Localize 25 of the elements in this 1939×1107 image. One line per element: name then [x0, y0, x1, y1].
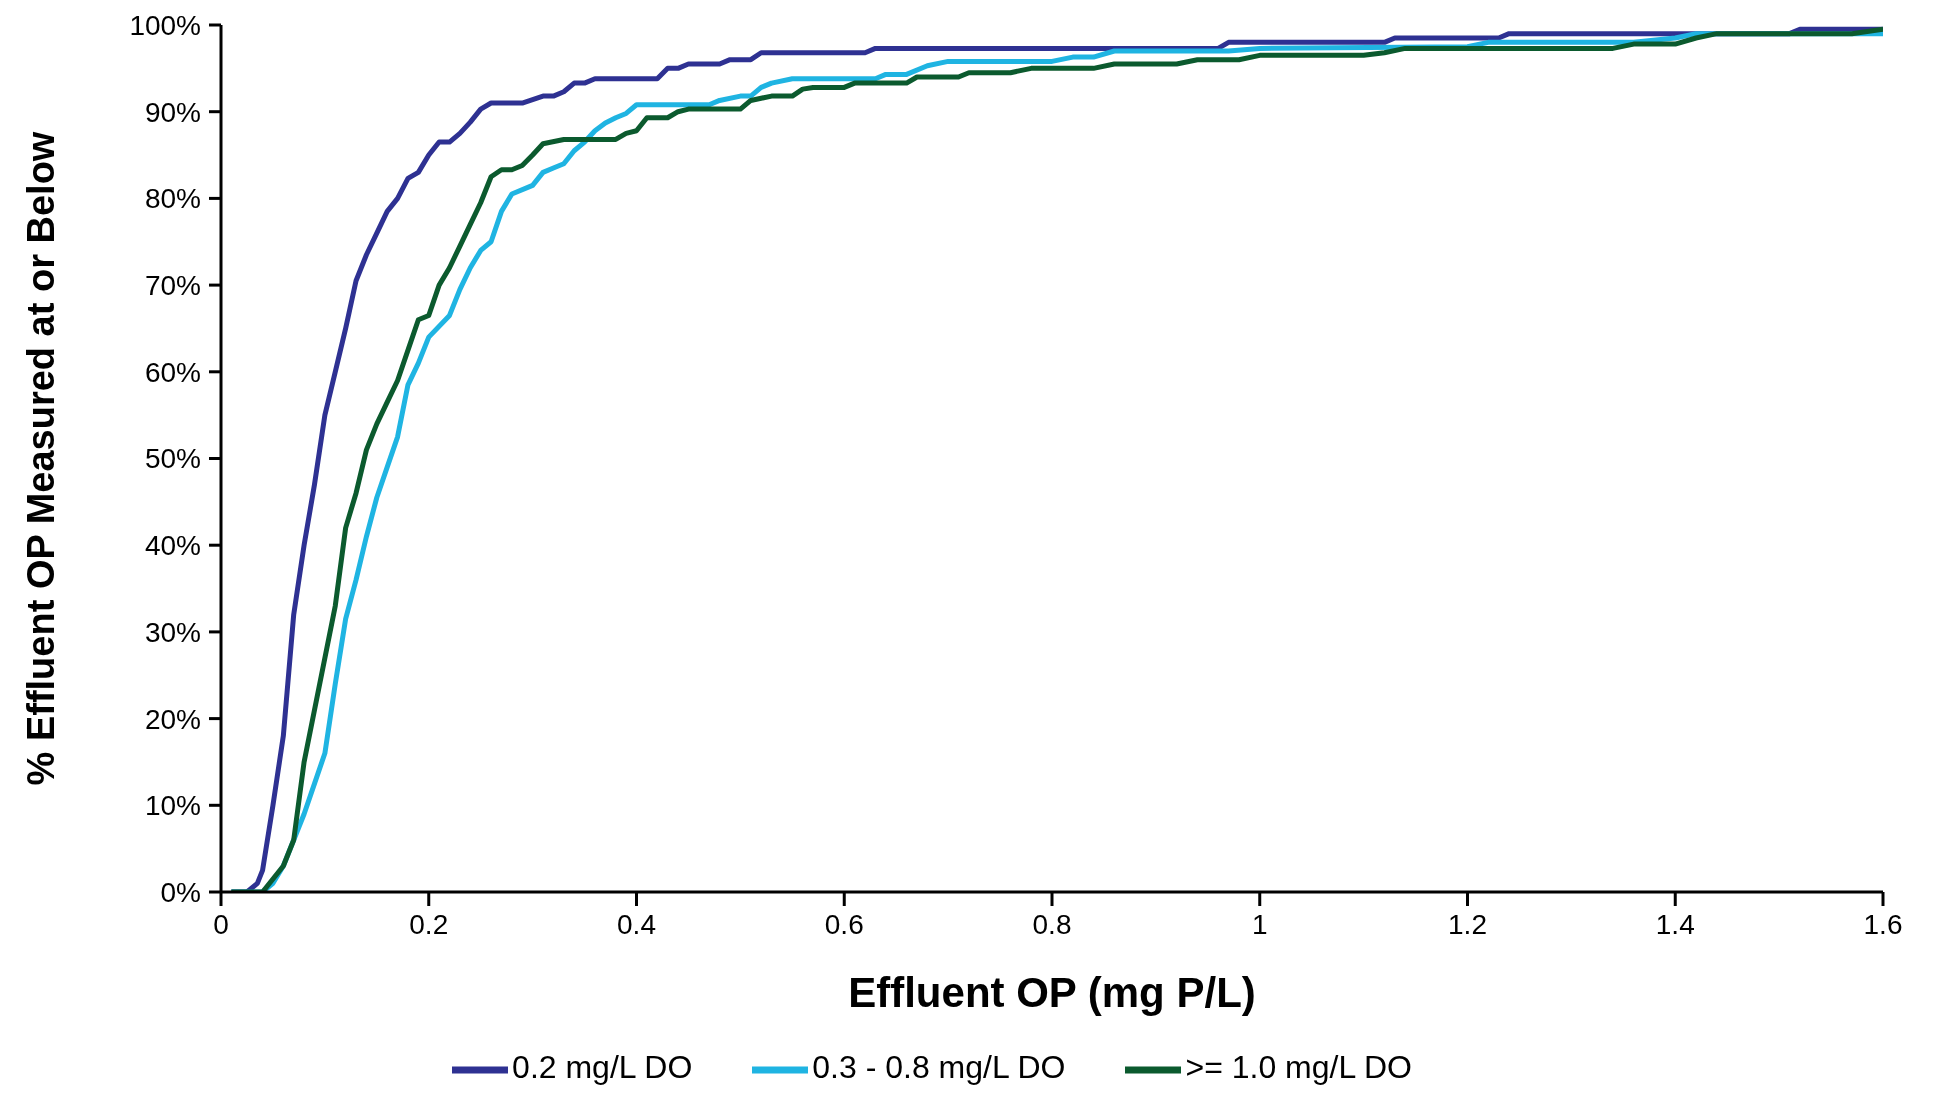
x-tick-label: 1	[1251, 908, 1268, 940]
y-tick-label: 50%	[144, 443, 201, 475]
x-tick-label: 0.4	[617, 908, 656, 940]
y-axis-title: % Effluent OP Measured at or Below	[20, 131, 63, 786]
y-tick-label: 60%	[144, 356, 201, 388]
y-tick-label: 90%	[144, 96, 201, 128]
y-tick-label: 100%	[129, 9, 201, 41]
x-axis-title: Effluent OP (mg P/L)	[848, 969, 1256, 1016]
y-tick-label: 10%	[144, 790, 201, 822]
y-tick-label: 40%	[144, 530, 201, 562]
x-tick-label: 0.6	[824, 908, 864, 940]
legend-label: >= 1.0 mg/L DO	[1185, 1049, 1412, 1086]
y-tick-label: 20%	[144, 703, 201, 735]
y-tick-label: 30%	[144, 616, 201, 648]
x-tick-label: 1.2	[1448, 908, 1487, 940]
x-tick-label: 0.8	[1032, 908, 1072, 940]
y-tick-label: 80%	[144, 183, 201, 215]
x-tick-label: 0.2	[409, 908, 449, 940]
x-tick-label: 0	[213, 908, 229, 940]
y-tick-label: 0%	[160, 876, 201, 908]
x-tick-label: 1.4	[1655, 908, 1695, 940]
y-tick-label: 70%	[144, 270, 201, 302]
legend-label: 0.3 - 0.8 mg/L DO	[812, 1049, 1066, 1086]
legend-label: 0.2 mg/L DO	[512, 1049, 693, 1086]
x-tick-label: 1.6	[1863, 908, 1903, 940]
